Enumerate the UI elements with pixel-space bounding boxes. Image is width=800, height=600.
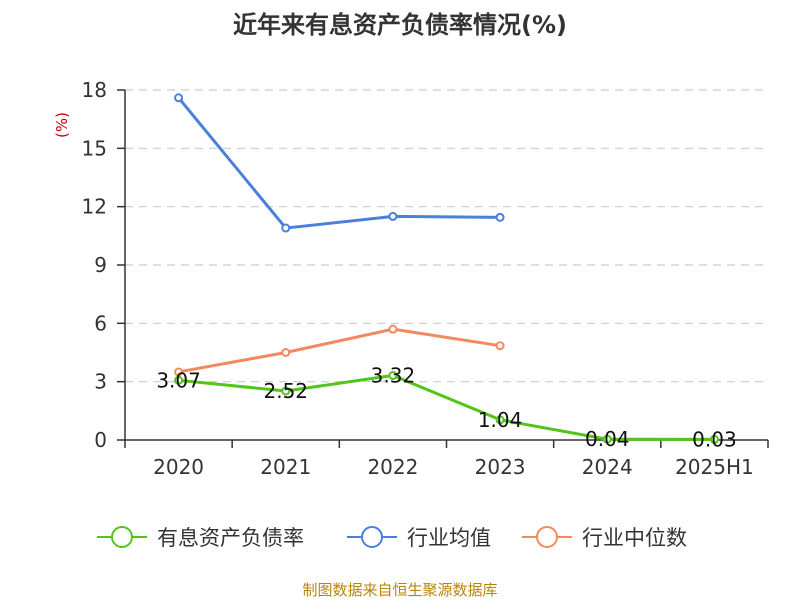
series-layer (174, 93, 719, 444)
y-tick-label: 0 (94, 428, 107, 452)
data-point (281, 223, 291, 233)
axes: 0 3 6 9 12 15 18 2020 2021 2022 2023 2024 2025H1 (82, 78, 769, 479)
legend-label-0: 有息资产负债率 (157, 526, 304, 550)
data-point (174, 367, 184, 377)
legend: 有息资产负债率 行业均值 行业中位数 (97, 526, 687, 550)
series-line-0 (178, 373, 715, 441)
legend-marker-0 (111, 526, 133, 548)
legend-marker-2 (536, 526, 558, 548)
legend-label-1: 行业均值 (407, 526, 491, 550)
data-point (281, 386, 291, 396)
data-point (388, 211, 398, 221)
x-tick-label: 2020 (153, 455, 204, 479)
data-label: 3.07 (156, 368, 201, 392)
series-line-2 (178, 327, 501, 374)
data-label: 3.32 (371, 363, 416, 387)
x-tick-label: 2024 (582, 455, 633, 479)
source-note: 制图数据来自恒生聚源数据库 (302, 581, 497, 599)
data-label: 2.52 (263, 379, 308, 403)
data-labels-layer: 3.07 2.52 3.32 1.04 0.04 0.03 (156, 363, 736, 451)
y-tick-label: 3 (94, 370, 107, 394)
data-point (495, 212, 505, 222)
data-point (602, 434, 612, 444)
data-point (388, 324, 398, 334)
data-point (495, 415, 505, 425)
chart-title: 近年来有息资产负债率情况(%) (233, 11, 567, 39)
y-tick-label: 6 (94, 311, 107, 335)
gridlines (125, 89, 768, 383)
data-point (174, 375, 184, 385)
y-tick-label: 12 (82, 195, 107, 219)
data-point (495, 341, 505, 351)
x-tick-label: 2021 (260, 455, 311, 479)
data-label: 0.04 (585, 427, 630, 451)
data-point (174, 93, 184, 103)
data-point (281, 348, 291, 357)
legend-marker-1 (361, 526, 383, 548)
data-point (388, 370, 398, 380)
legend-label-2: 行业中位数 (582, 526, 687, 550)
y-tick-label: 18 (82, 78, 107, 102)
y-tick-label: 9 (94, 253, 107, 277)
x-tick-label: 2022 (367, 455, 418, 479)
x-tick-label: 2023 (475, 455, 526, 479)
data-point (709, 434, 719, 444)
data-label: 1.04 (478, 408, 523, 432)
series-line-1 (177, 96, 501, 230)
y-axis-unit: (%) (53, 112, 71, 138)
y-tick-label: 15 (82, 136, 107, 160)
x-tick-label: 2025H1 (675, 455, 754, 479)
data-label: 0.03 (692, 427, 737, 451)
